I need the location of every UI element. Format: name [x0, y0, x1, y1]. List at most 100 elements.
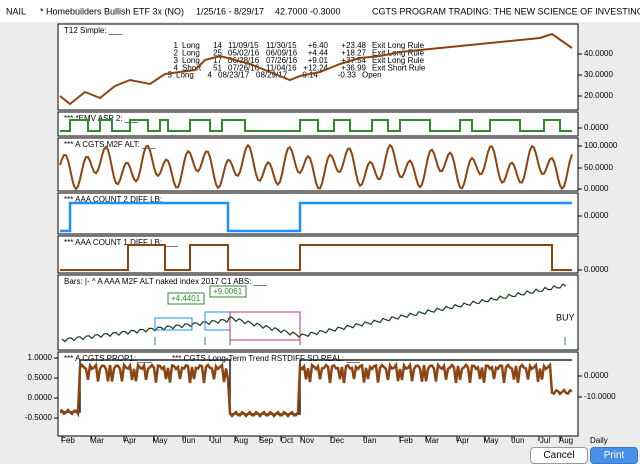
panel-title: *** A CGTS PROP1: ___ [64, 354, 152, 363]
x-tick-label: Feb [399, 436, 413, 445]
panel [57, 235, 579, 274]
x-tick-label: Apr [124, 436, 137, 445]
trade-cell: +23.48 [341, 41, 366, 50]
cancel-button[interactable]: Cancel [530, 447, 588, 464]
panel [57, 192, 579, 235]
trade-cell: 11/30/15 [266, 41, 297, 50]
x-tick-label: Jul [211, 436, 221, 445]
y-tick-label: 20.0000 [584, 91, 613, 100]
trade-cell: 4 [208, 71, 213, 80]
chart-window: NAIL * Homebuilders Bullish ETF 3x (NO) 1/… [0, 0, 640, 446]
x-tick-label: Aug [559, 436, 573, 445]
header-name: * Homebuilders Bullish ETF 3x (NO) [40, 6, 184, 16]
y-tick-label: 0.0000 [584, 184, 609, 193]
x-tick-label: Jun [183, 436, 196, 445]
trade-cell: Short [182, 63, 202, 72]
x-tick-label: Dec [330, 436, 344, 445]
x-tick-label: Mar [90, 436, 104, 445]
x-tick-label: Aug [234, 436, 248, 445]
header-bar [0, 0, 640, 22]
y-tick-label: 100.0000 [584, 141, 618, 150]
header-price: 42.7000 [275, 6, 308, 16]
panel [57, 23, 579, 111]
y-tick-label: 0.0000 [584, 371, 609, 380]
header-range: 1/25/16 - 8/29/17 [196, 6, 264, 16]
prop-line [59, 361, 573, 418]
trade-cell: +36.99 [341, 63, 366, 72]
panel-title: *** *EMV ASP 2: ___ [64, 114, 139, 123]
panel-title-2: *** CGTS Long-Term Trend RSTDIFF SO REAL… [172, 354, 360, 363]
signal-label: BUY [556, 312, 575, 322]
trade-cell: 25 [213, 49, 222, 58]
label-box [209, 285, 247, 298]
trade-cell: +18.27 [341, 49, 366, 58]
trade-cell: 17 [213, 56, 222, 65]
x-tick-label: Sep [259, 436, 274, 445]
trade-cell: +12.24 [303, 63, 328, 72]
period-label: Daily [590, 436, 608, 445]
trade-cell: 3 [174, 56, 179, 65]
count2-line [60, 201, 572, 233]
x-tick-label: Feb [61, 436, 75, 445]
panel-title: T12 Simple: ___ [64, 26, 123, 35]
y-tick-label: 50.0000 [584, 163, 613, 172]
trade-cell: +6.40 [308, 41, 329, 50]
trade-cell: 08/29/17 [256, 71, 288, 80]
count1-line [60, 244, 572, 271]
panel [57, 274, 579, 351]
trade-cell: Exit Long Rule [372, 41, 425, 50]
y-tick-label: 40.0000 [584, 49, 613, 58]
x-tick-label: Jun [512, 436, 525, 445]
bars-line [61, 283, 567, 343]
m2f-line [59, 143, 573, 191]
x-tick-label: Jul [540, 436, 550, 445]
trade-box [229, 311, 301, 341]
trade-cell: -0.33 [338, 71, 357, 80]
trade-cell: 08/23/17 [218, 71, 250, 80]
x-tick-label: Jan [364, 436, 377, 445]
gain-label: +4.4401 [171, 294, 201, 303]
trade-cell: Exit Short Rule [372, 63, 426, 72]
panel-title: *** AAA COUNT 1 DIFF LB: ___ [64, 238, 178, 247]
left-tick-label: 0.0000 [28, 393, 53, 402]
trade-cell: 2 [174, 49, 179, 58]
trade-box [154, 317, 193, 331]
trade-cell: 05/02/16 [228, 49, 260, 58]
x-tick-label: May [152, 436, 167, 445]
y-tick-label: -10.0000 [584, 392, 616, 401]
label-box [167, 292, 205, 305]
y-tick-label: 30.0000 [584, 70, 613, 79]
trade-cell: 4 [174, 63, 179, 72]
x-tick-label: Oct [281, 436, 294, 445]
emv-line [60, 119, 572, 132]
panel-title: *** A CGTS M2F ALT: ___ [64, 140, 156, 149]
panel-title: Bars: |- ^ A AAA M2F ALT naked index 201… [64, 277, 268, 286]
y-tick-label: 0.0000 [584, 123, 609, 132]
trade-cell: Open [362, 71, 382, 80]
x-tick-label: May [483, 436, 498, 445]
trade-cell: +4.44 [308, 49, 329, 58]
panel-title: *** AAA COUNT 2 DIFF LB: ___ [64, 195, 178, 204]
x-tick-label: Mar [425, 436, 439, 445]
trade-cell: Long [182, 49, 200, 58]
y-tick-label: 0.0000 [584, 211, 609, 220]
y-tick-label: 0.0000 [584, 265, 609, 274]
header-banner: CGTS PROGRAM TRADING: THE NEW SCIENCE OF… [372, 6, 640, 16]
trade-cell: 51 [213, 63, 222, 72]
trade-cell: 06/28/16 [228, 56, 260, 65]
trade-cell: Long [182, 56, 200, 65]
header-symbol: NAIL [6, 6, 26, 16]
gain-label: +9.0061 [213, 287, 243, 296]
trade-cell: Long [182, 41, 200, 50]
trade-cell: 14 [213, 41, 222, 50]
left-tick-label: -0.5000 [25, 413, 53, 422]
left-tick-label: 1.0000 [28, 353, 53, 362]
trade-cell: 5 [168, 71, 173, 80]
left-tick-label: 0.5000 [28, 373, 53, 382]
print-button[interactable]: Print [590, 447, 638, 464]
trade-cell: +9.01 [308, 56, 329, 65]
trade-cell: Exit Long Rule [372, 56, 425, 65]
trade-cell: 07/26/16 [266, 56, 298, 65]
trade-cell: Long [176, 71, 194, 80]
